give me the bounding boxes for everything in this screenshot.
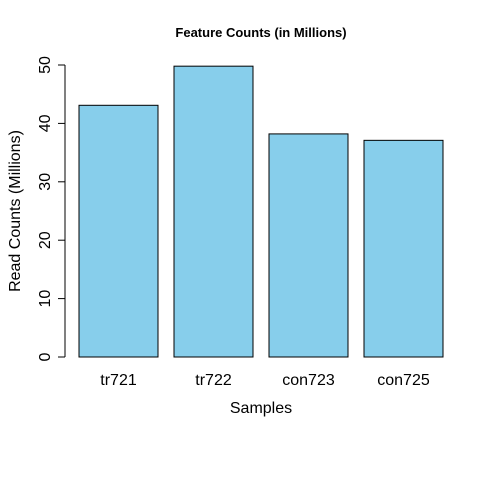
bar-con725 — [363, 139, 444, 358]
x-tick-label: con723 — [282, 372, 335, 389]
bar-con723 — [268, 133, 349, 358]
y-tick-label: 30 — [37, 173, 54, 191]
y-tick-label: 10 — [37, 290, 54, 308]
y-tick-label: 20 — [37, 231, 54, 249]
y-tick-label: 40 — [37, 114, 54, 132]
y-tick-label: 0 — [37, 352, 54, 361]
x-tick-label: tr722 — [195, 372, 232, 389]
y-tick-label: 50 — [37, 56, 54, 74]
bar-tr721 — [78, 104, 159, 358]
x-tick-labels: tr721 tr722 con723 con725 — [100, 372, 430, 389]
y-axis-label: Read Counts (Millions) — [7, 130, 24, 292]
bars — [78, 65, 444, 358]
y-axis: 0 10 20 30 40 50 — [37, 56, 66, 361]
x-tick-label: tr721 — [100, 372, 137, 389]
x-tick-label: con725 — [377, 372, 430, 389]
x-axis-label: Samples — [230, 400, 292, 417]
chart-title: Feature Counts (in Millions) — [175, 25, 346, 40]
bar-tr722 — [173, 65, 254, 358]
